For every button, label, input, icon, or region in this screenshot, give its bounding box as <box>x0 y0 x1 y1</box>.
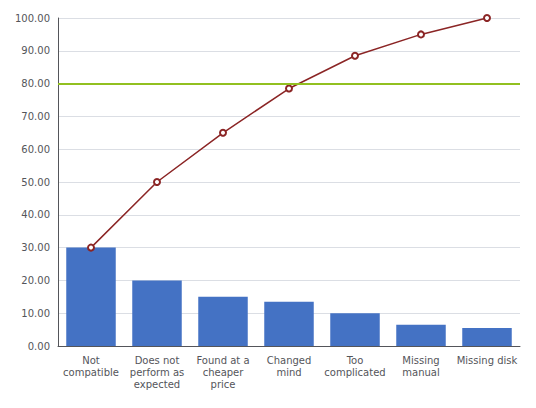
svg-text:Missing: Missing <box>402 355 439 366</box>
svg-text:50.00: 50.00 <box>21 177 50 188</box>
svg-text:mind: mind <box>276 367 301 378</box>
svg-text:compatible: compatible <box>63 367 119 378</box>
svg-text:perform as: perform as <box>130 367 184 378</box>
svg-text:manual: manual <box>402 367 439 378</box>
svg-text:20.00: 20.00 <box>21 275 50 286</box>
svg-text:Does not: Does not <box>135 355 180 366</box>
svg-text:Found at a: Found at a <box>196 355 249 366</box>
svg-text:expected: expected <box>134 379 180 390</box>
svg-text:cheaper: cheaper <box>203 367 245 378</box>
svg-text:40.00: 40.00 <box>21 209 50 220</box>
svg-text:complicated: complicated <box>324 367 385 378</box>
svg-text:Missing disk: Missing disk <box>457 355 518 366</box>
svg-text:100.00: 100.00 <box>15 13 50 24</box>
svg-text:60.00: 60.00 <box>21 144 50 155</box>
svg-text:30.00: 30.00 <box>21 242 50 253</box>
svg-text:10.00: 10.00 <box>21 308 50 319</box>
svg-text:price: price <box>211 379 236 390</box>
svg-text:Too: Too <box>346 355 364 366</box>
svg-text:0.00: 0.00 <box>28 341 50 352</box>
svg-text:70.00: 70.00 <box>21 111 50 122</box>
svg-text:Changed: Changed <box>267 355 312 366</box>
svg-text:90.00: 90.00 <box>21 45 50 56</box>
svg-text:Not: Not <box>82 355 100 366</box>
svg-text:80.00: 80.00 <box>21 78 50 89</box>
